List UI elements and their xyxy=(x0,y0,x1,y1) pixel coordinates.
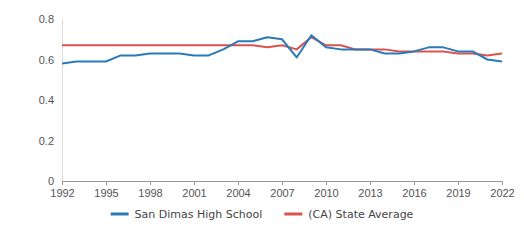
legend-label: (CA) State Average xyxy=(308,208,413,221)
x-tick-mark xyxy=(106,181,107,185)
x-tick: 2013 xyxy=(358,181,382,199)
x-tick-label: 2007 xyxy=(270,187,294,199)
chart: 0 0.2 0.4 0.6 0.8 1992 1995 1998 2001 2004 2007 201… xyxy=(0,0,524,230)
x-tick-mark xyxy=(370,181,371,185)
x-tick: 2001 xyxy=(182,181,206,199)
y-tick: 0.8 xyxy=(39,13,62,25)
x-tick-mark xyxy=(414,181,415,185)
x-tick: 1998 xyxy=(138,181,162,199)
y-tick-label: 0.8 xyxy=(39,13,54,25)
x-tick-mark xyxy=(238,181,239,185)
x-tick-label: 1992 xyxy=(50,187,74,199)
x-axis: 1992 1995 1998 2001 2004 2007 2010 2013 2016 2019… xyxy=(50,181,514,199)
y-axis: 0 0.2 0.4 0.6 0.8 xyxy=(39,13,63,187)
x-tick-mark xyxy=(62,181,63,185)
y-tick-label: 0.2 xyxy=(39,135,54,147)
x-tick-label: 1995 xyxy=(94,187,118,199)
y-tick: 0.6 xyxy=(39,54,62,66)
x-tick-mark xyxy=(458,181,459,185)
x-tick-label: 2004 xyxy=(226,187,250,199)
x-tick-label: 2019 xyxy=(446,187,470,199)
x-tick-mark xyxy=(150,181,151,185)
y-tick-label: 0 xyxy=(48,175,54,187)
x-tick: 2004 xyxy=(226,181,250,199)
x-tick: 2019 xyxy=(446,181,470,199)
y-tick-label: 0.4 xyxy=(39,94,54,106)
y-tick: 0 xyxy=(48,175,62,187)
x-tick-mark xyxy=(326,181,327,185)
y-axis-line xyxy=(62,20,63,182)
x-tick-label: 2022 xyxy=(490,187,514,199)
x-tick: 2007 xyxy=(270,181,294,199)
x-tick-label: 1998 xyxy=(138,187,162,199)
y-tick-label: 0.6 xyxy=(39,54,54,66)
x-tick: 1995 xyxy=(94,181,118,199)
x-tick-mark xyxy=(194,181,195,185)
x-tick: 2010 xyxy=(314,181,338,199)
x-tick: 2016 xyxy=(402,181,426,199)
legend: San Dimas High School (CA) State Average xyxy=(111,208,414,221)
legend-item: San Dimas High School xyxy=(111,208,263,221)
x-tick-label: 2016 xyxy=(402,187,426,199)
x-tick-mark xyxy=(282,181,283,185)
legend-item: (CA) State Average xyxy=(284,208,413,221)
x-tick-label: 2001 xyxy=(182,187,206,199)
x-tick: 2022 xyxy=(490,181,514,199)
legend-label: San Dimas High School xyxy=(135,208,263,221)
legend-swatch xyxy=(111,213,129,216)
y-tick: 0.2 xyxy=(39,135,62,147)
y-tick: 0.4 xyxy=(39,94,62,106)
x-tick-label: 2013 xyxy=(358,187,382,199)
x-axis-line xyxy=(63,182,503,186)
series-line xyxy=(62,35,502,63)
x-tick: 1992 xyxy=(50,181,74,199)
x-tick-mark xyxy=(502,181,503,185)
x-tick-label: 2010 xyxy=(314,187,338,199)
plot-area xyxy=(62,35,502,63)
legend-swatch xyxy=(284,213,302,216)
